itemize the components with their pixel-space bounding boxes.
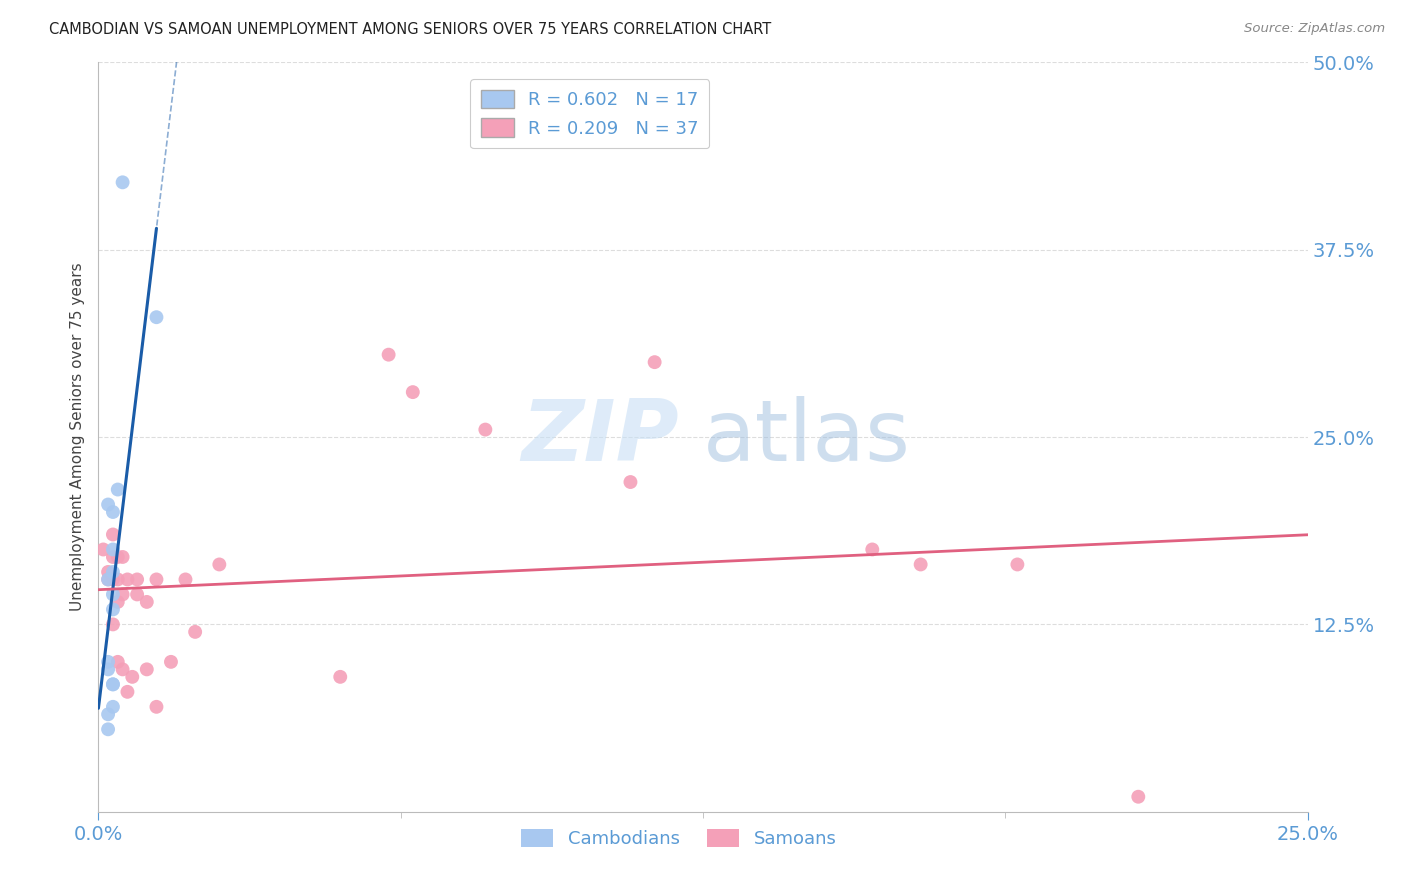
- Point: [101, 677, 124, 691]
- Point: [145, 310, 167, 325]
- Point: [127, 587, 149, 601]
- Point: [101, 602, 124, 616]
- Point: [97, 565, 120, 579]
- Point: [101, 573, 124, 587]
- Point: [474, 423, 496, 437]
- Point: [101, 549, 124, 564]
- Point: [121, 670, 143, 684]
- Point: [107, 549, 129, 564]
- Point: [860, 542, 883, 557]
- Point: [97, 573, 120, 587]
- Point: [644, 355, 666, 369]
- Point: [160, 655, 183, 669]
- Point: [117, 685, 139, 699]
- Point: [97, 655, 120, 669]
- Point: [174, 573, 197, 587]
- Point: [107, 573, 129, 587]
- Point: [377, 348, 399, 362]
- Point: [111, 549, 134, 564]
- Text: Source: ZipAtlas.com: Source: ZipAtlas.com: [1244, 22, 1385, 36]
- Point: [111, 175, 134, 189]
- Point: [101, 617, 124, 632]
- Point: [107, 595, 129, 609]
- Point: [97, 723, 120, 737]
- Point: [145, 573, 167, 587]
- Point: [97, 573, 120, 587]
- Point: [145, 699, 167, 714]
- Point: [111, 587, 134, 601]
- Y-axis label: Unemployment Among Seniors over 75 years: Unemployment Among Seniors over 75 years: [69, 263, 84, 611]
- Point: [101, 699, 124, 714]
- Point: [101, 505, 124, 519]
- Text: CAMBODIAN VS SAMOAN UNEMPLOYMENT AMONG SENIORS OVER 75 YEARS CORRELATION CHART: CAMBODIAN VS SAMOAN UNEMPLOYMENT AMONG S…: [49, 22, 772, 37]
- Point: [97, 707, 120, 722]
- Legend: Cambodians, Samoans: Cambodians, Samoans: [513, 822, 844, 855]
- Point: [117, 573, 139, 587]
- Point: [101, 542, 124, 557]
- Point: [619, 475, 641, 489]
- Point: [1007, 558, 1029, 572]
- Point: [329, 670, 352, 684]
- Text: atlas: atlas: [703, 395, 911, 479]
- Point: [91, 542, 114, 557]
- Point: [402, 385, 425, 400]
- Point: [127, 573, 149, 587]
- Point: [208, 558, 231, 572]
- Point: [101, 565, 124, 579]
- Point: [101, 677, 124, 691]
- Point: [135, 662, 157, 676]
- Point: [1128, 789, 1150, 804]
- Point: [111, 662, 134, 676]
- Point: [97, 498, 120, 512]
- Point: [910, 558, 932, 572]
- Text: ZIP: ZIP: [522, 395, 679, 479]
- Point: [107, 655, 129, 669]
- Point: [97, 662, 120, 676]
- Point: [135, 595, 157, 609]
- Point: [184, 624, 207, 639]
- Point: [101, 527, 124, 541]
- Point: [107, 483, 129, 497]
- Point: [101, 587, 124, 601]
